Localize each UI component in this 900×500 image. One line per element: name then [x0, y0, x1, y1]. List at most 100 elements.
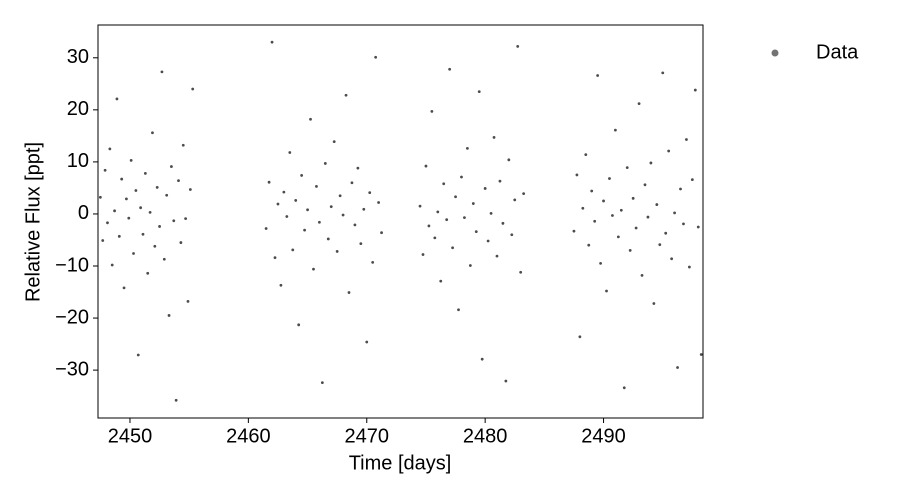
- data-point: [587, 243, 591, 247]
- data-point: [134, 189, 138, 192]
- data-point: [288, 151, 292, 154]
- data-point: [285, 215, 289, 218]
- data-point: [679, 187, 682, 191]
- data-point: [442, 182, 446, 186]
- data-point: [590, 189, 594, 193]
- plot-frame: [97, 24, 704, 419]
- y-tick-label: 20: [67, 98, 89, 120]
- data-point: [421, 253, 425, 256]
- data-point: [146, 271, 150, 275]
- data-point: [468, 264, 472, 267]
- data-point: [335, 250, 339, 253]
- x-tick-label: 2470: [345, 425, 390, 447]
- data-point: [362, 207, 366, 211]
- data-point: [622, 386, 626, 390]
- data-point: [605, 289, 608, 293]
- data-point: [477, 90, 481, 94]
- data-point: [522, 192, 526, 196]
- data-point: [179, 241, 183, 244]
- data-point: [433, 236, 437, 240]
- data-point: [483, 187, 487, 190]
- data-point: [113, 209, 116, 213]
- data-point: [457, 308, 460, 312]
- data-point: [148, 210, 152, 214]
- data-point: [460, 175, 463, 179]
- data-point: [682, 222, 685, 226]
- x-tick-label: 2480: [463, 425, 508, 447]
- y-tick-label: 10: [67, 150, 89, 172]
- data-point: [436, 210, 440, 214]
- y-tick-label: −30: [55, 358, 89, 380]
- data-point: [631, 196, 635, 200]
- data-point: [634, 226, 638, 230]
- data-point: [353, 223, 357, 227]
- data-point: [297, 323, 301, 327]
- data-point: [122, 286, 126, 290]
- data-point: [628, 248, 632, 252]
- data-point: [326, 237, 330, 241]
- data-point: [188, 188, 192, 191]
- data-point: [136, 353, 140, 357]
- data-point: [132, 252, 135, 255]
- data-point: [153, 244, 157, 248]
- data-point: [649, 161, 653, 165]
- data-point: [454, 195, 457, 199]
- data-point: [139, 206, 143, 210]
- data-point: [106, 221, 109, 225]
- data-point: [312, 267, 315, 271]
- data-point: [276, 202, 280, 206]
- data-point: [519, 270, 523, 274]
- data-point: [306, 208, 309, 212]
- data-point: [279, 283, 283, 287]
- data-point: [480, 357, 484, 361]
- data-point: [575, 173, 579, 177]
- y-axis-label: Relative Flux [ppt]: [22, 142, 44, 302]
- data-point: [670, 257, 674, 261]
- data-point: [125, 197, 128, 201]
- data-point: [498, 179, 502, 183]
- data-point: [486, 239, 490, 243]
- x-tick-label: 2490: [581, 425, 626, 447]
- data-point: [181, 143, 185, 147]
- data-point: [191, 87, 195, 91]
- data-point: [338, 194, 342, 198]
- data-point: [160, 70, 164, 74]
- data-point: [117, 234, 121, 238]
- data-point: [581, 206, 585, 210]
- data-point: [495, 254, 499, 258]
- data-point: [165, 193, 169, 197]
- data-point: [667, 149, 671, 153]
- data-point: [110, 263, 114, 267]
- data-point: [465, 146, 469, 150]
- data-point: [608, 177, 611, 180]
- data-point: [463, 216, 466, 219]
- data-point: [687, 265, 691, 269]
- data-point: [501, 221, 505, 225]
- data-point: [619, 208, 623, 212]
- data-point: [162, 257, 166, 261]
- data-point: [350, 181, 354, 185]
- data-point: [341, 213, 345, 217]
- data-point: [637, 102, 641, 105]
- data-point: [572, 229, 576, 233]
- x-axis-label: Time [days]: [349, 452, 452, 474]
- data-point: [611, 214, 614, 217]
- data-point: [424, 164, 428, 168]
- data-point: [151, 131, 154, 135]
- data-point: [359, 242, 363, 246]
- data-point: [174, 398, 178, 402]
- data-point: [365, 340, 369, 344]
- data-point: [655, 203, 659, 206]
- data-point: [427, 224, 431, 228]
- data-point: [652, 302, 656, 305]
- data-point: [371, 260, 375, 264]
- y-tick-label: 0: [78, 202, 89, 224]
- data-point: [471, 202, 475, 205]
- data-point: [643, 183, 647, 187]
- data-point: [167, 314, 171, 317]
- data-point: [474, 230, 478, 234]
- data-point: [448, 67, 452, 71]
- y-tick-label: 30: [67, 46, 89, 68]
- data-point: [374, 55, 378, 59]
